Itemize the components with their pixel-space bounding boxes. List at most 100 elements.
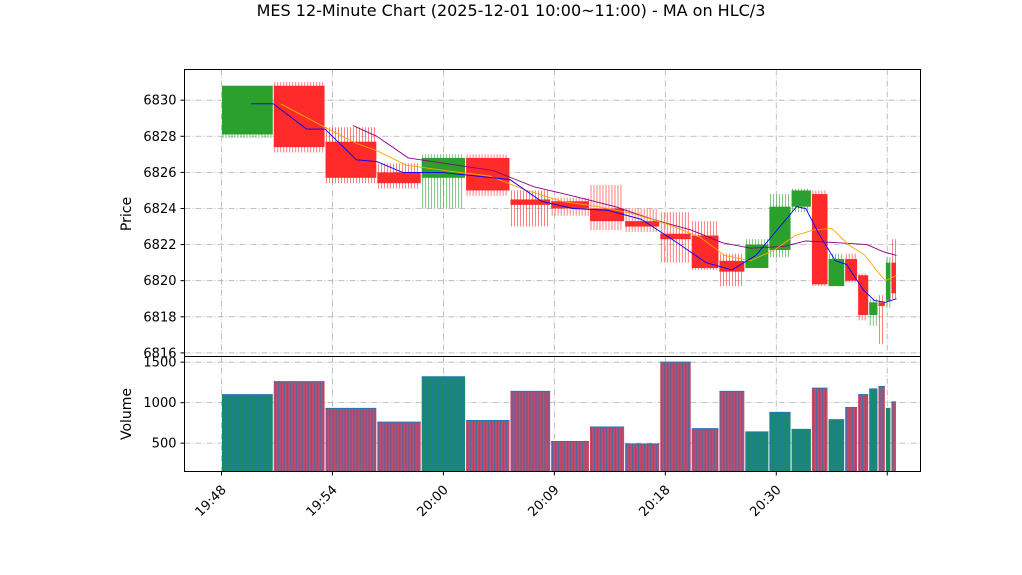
candle-down (551, 197, 589, 216)
candle-down (589, 185, 625, 231)
candle-body (510, 199, 551, 205)
volume-bar (377, 421, 421, 472)
volume-bar (551, 441, 589, 472)
volume-bar (745, 431, 769, 472)
price-tick-label: 6818 (143, 310, 176, 325)
volume-bar (791, 428, 811, 472)
x-tick-label: 19:54 (304, 483, 341, 520)
candle-down (510, 190, 551, 227)
volume-bar-fill (745, 431, 769, 472)
candle-up (869, 298, 878, 326)
price-tick-label: 6826 (143, 166, 176, 181)
candle-up (221, 85, 273, 139)
volume-bar (325, 407, 377, 472)
volume-bar (510, 390, 551, 472)
candle-down (377, 163, 421, 189)
price-tick-label: 6828 (143, 130, 176, 145)
candle-body (858, 275, 869, 315)
candle-body (589, 208, 625, 222)
candle-down (858, 273, 869, 321)
x-tick-label: 19:48 (193, 483, 230, 520)
volume-tick-label: 1000 (143, 396, 176, 411)
volume-y-ticks: 500 1000 1500 (143, 356, 185, 452)
volume-bar (828, 419, 845, 472)
price-tick-label: 6822 (143, 238, 176, 253)
volume-bar-fill (891, 401, 896, 472)
volume-axis-label: Volume (119, 388, 135, 440)
candle-down (691, 221, 719, 270)
volume-bar (221, 394, 273, 472)
candle-body (377, 172, 421, 184)
x-tick-label: 20:00 (415, 483, 452, 520)
x-tick-label: 20:09 (525, 483, 562, 520)
candle-body (811, 194, 828, 285)
x-axis-ticks: 19:48 19:54 20:00 20:09 20:18 20:30 (193, 471, 888, 520)
candle-body (625, 221, 660, 227)
volume-panel: 500 1000 1500 Volume (119, 356, 921, 472)
volume-bar-fill (878, 386, 885, 472)
volume-bar (811, 387, 828, 472)
candle-down (273, 82, 325, 153)
volume-bar (625, 443, 660, 472)
ma-slow-line (352, 125, 897, 256)
volume-bar-fill (551, 441, 589, 472)
volume-bar (466, 419, 510, 472)
candle-up (421, 154, 466, 209)
candle-down (891, 239, 896, 299)
price-tick-label: 6824 (143, 202, 176, 217)
volume-bar (273, 381, 325, 472)
candle-body (869, 302, 878, 315)
candle-body (885, 262, 891, 301)
volume-bar (885, 407, 891, 472)
candle-body (325, 141, 377, 178)
price-tick-label: 6820 (143, 274, 176, 289)
volume-bar (660, 361, 691, 472)
candle-body (551, 201, 589, 209)
volume-bar (421, 376, 466, 472)
candle-body (273, 85, 325, 148)
volume-tick-label: 500 (152, 437, 177, 452)
ma-fast-line (251, 103, 897, 303)
candle-down (811, 190, 828, 287)
volume-bar-fill (625, 443, 660, 472)
volume-bars (221, 361, 896, 472)
candle-up (828, 253, 845, 287)
chart-title: MES 12-Minute Chart (2025-12-01 10:00~11… (257, 1, 766, 20)
candle-body (660, 233, 691, 240)
volume-bar (878, 385, 885, 472)
candle-body (791, 190, 811, 207)
volume-tick-label: 1500 (143, 356, 176, 371)
price-tick-label: 6816 (143, 346, 176, 361)
candle-up (769, 194, 791, 258)
candle-body (845, 259, 858, 281)
candle-down (325, 127, 377, 184)
volume-bar (891, 401, 896, 472)
candle-body (891, 262, 896, 294)
candle-body (221, 85, 273, 135)
ma-mid-line (280, 103, 897, 282)
volume-bar-fill (858, 394, 869, 472)
price-y-ticks: 6816 6818 6820 6822 6824 6826 6828 6830 (143, 94, 185, 361)
volume-bar (845, 407, 858, 472)
price-axis-label: Price (119, 197, 135, 231)
volume-bar (858, 394, 869, 472)
price-tick-label: 6830 (143, 94, 176, 109)
volume-bar-fill (377, 422, 421, 472)
volume-bar (869, 388, 878, 472)
candle-up (745, 239, 769, 269)
volume-bar-fill (885, 408, 891, 472)
volume-bar-fill (589, 426, 625, 472)
volume-bar-fill (421, 376, 466, 472)
volume-bar (719, 390, 745, 472)
moving-averages (251, 103, 897, 303)
price-panel: 6816 6818 6820 6822 6824 6826 6828 6830 Price (119, 69, 921, 361)
candle-body (878, 302, 885, 306)
candle-body (828, 259, 845, 287)
candle-up (885, 257, 891, 308)
volume-bar (589, 426, 625, 472)
volume-bar-fill (845, 407, 858, 472)
volume-plot-frame (184, 356, 921, 472)
candle-down (660, 212, 691, 263)
x-tick-label: 20:30 (747, 483, 784, 520)
